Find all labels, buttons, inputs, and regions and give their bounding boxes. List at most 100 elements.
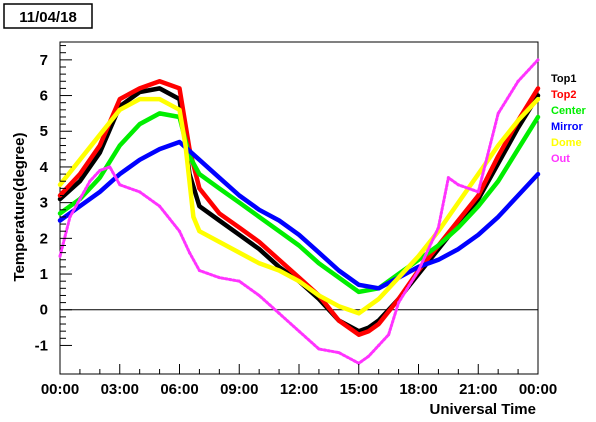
data-point-mirror <box>118 172 122 176</box>
data-point-dome <box>536 97 540 101</box>
data-point-mirror <box>516 194 520 198</box>
data-point-center <box>158 111 162 115</box>
data-point-top2 <box>138 86 142 90</box>
data-point-dome <box>237 251 241 255</box>
data-point-dome <box>496 144 500 148</box>
data-point-out <box>337 351 341 355</box>
series-line-out <box>58 58 540 365</box>
legend-item-out: Out <box>551 153 570 165</box>
data-point-dome <box>337 304 341 308</box>
data-point-mirror <box>337 268 341 272</box>
series-line-center <box>57 111 541 295</box>
data-point-center <box>257 215 261 219</box>
data-point-mirror <box>317 251 321 255</box>
x-tick-label: 00:00 <box>519 381 557 398</box>
data-point-dome <box>397 276 401 280</box>
y-tick-label: 0 <box>40 302 48 319</box>
data-point-center <box>496 179 500 183</box>
y-tick-label: 5 <box>40 123 48 140</box>
data-point-dome <box>158 97 162 101</box>
data-point-out <box>88 179 92 183</box>
data-point-top1 <box>158 86 162 90</box>
data-point-out <box>496 111 500 115</box>
data-point-dome <box>58 183 62 187</box>
data-point-dome <box>476 172 480 176</box>
data-point-dome <box>297 279 301 283</box>
data-point-dome <box>417 254 420 258</box>
data-point-dome <box>178 108 181 112</box>
data-point-mirror <box>197 158 201 162</box>
data-point-top2 <box>367 329 371 333</box>
data-point-mirror <box>158 147 162 151</box>
data-point-out <box>197 268 201 272</box>
data-point-top2 <box>496 154 500 158</box>
data-point-dome <box>78 158 82 162</box>
data-point-top2 <box>78 172 82 176</box>
data-point-dome <box>98 133 102 137</box>
legend-item-top2: Top2 <box>551 89 576 101</box>
data-point-center <box>436 243 440 247</box>
data-point-dome <box>257 261 261 265</box>
series-layer <box>57 58 541 365</box>
x-tick-label: 06:00 <box>160 381 198 398</box>
data-point-mirror <box>436 258 440 262</box>
data-point-center <box>297 243 301 247</box>
data-point-mirror <box>476 233 480 237</box>
x-axis-title: Universal Time <box>430 401 536 418</box>
data-point-top2 <box>197 186 201 190</box>
y-tick-label: 3 <box>40 195 48 212</box>
data-point-top2 <box>98 144 102 148</box>
data-point-top2 <box>118 97 122 101</box>
data-point-out <box>217 276 221 280</box>
data-point-out <box>118 183 122 187</box>
data-point-top2 <box>357 333 361 337</box>
data-point-mirror <box>98 190 102 194</box>
data-point-out <box>536 58 540 62</box>
data-point-top2 <box>158 79 162 83</box>
data-point-top2 <box>377 322 381 326</box>
data-point-out <box>476 190 480 194</box>
data-point-center <box>456 226 460 230</box>
x-tick-label: 15:00 <box>340 381 378 398</box>
data-point-out <box>387 333 391 337</box>
data-point-center <box>98 176 102 180</box>
data-point-top2 <box>337 318 341 322</box>
data-point-mirror <box>178 140 181 144</box>
data-point-out <box>377 343 381 347</box>
data-point-center <box>58 211 62 215</box>
data-point-top1 <box>98 151 102 155</box>
x-axis: 00:00 03:00 06:00 09:00 12:00 15:00 18:00 21:00… <box>41 364 557 398</box>
data-point-out <box>237 279 241 283</box>
data-point-mirror <box>456 247 460 251</box>
data-point-mirror <box>297 233 301 237</box>
data-point-dome <box>197 229 201 233</box>
data-point-out <box>178 229 181 233</box>
data-point-out <box>158 204 162 208</box>
data-point-out <box>78 197 82 201</box>
data-point-mirror <box>496 215 500 219</box>
y-tick-label: 1 <box>40 266 48 283</box>
data-point-out <box>417 268 420 272</box>
data-point-out <box>68 215 72 219</box>
data-point-out <box>297 329 301 333</box>
data-point-center <box>337 276 341 280</box>
data-point-out <box>108 165 112 169</box>
data-point-center <box>536 115 540 119</box>
data-point-center <box>516 147 520 151</box>
x-tick-label: 21:00 <box>459 381 497 398</box>
data-point-center <box>237 201 241 205</box>
data-point-top2 <box>217 211 221 215</box>
data-point-out <box>317 347 321 351</box>
data-point-out <box>446 176 450 180</box>
data-point-out <box>357 361 361 365</box>
data-point-out <box>277 311 281 315</box>
y-tick-label: 2 <box>40 230 48 247</box>
data-point-out <box>397 301 401 305</box>
chart-title: 11/04/18 <box>19 9 77 26</box>
data-point-out <box>138 190 142 194</box>
data-point-mirror <box>357 283 361 287</box>
data-point-top1 <box>237 233 241 237</box>
data-point-center <box>138 122 142 126</box>
data-point-top1 <box>58 197 62 201</box>
x-tick-label: 12:00 <box>280 381 318 398</box>
